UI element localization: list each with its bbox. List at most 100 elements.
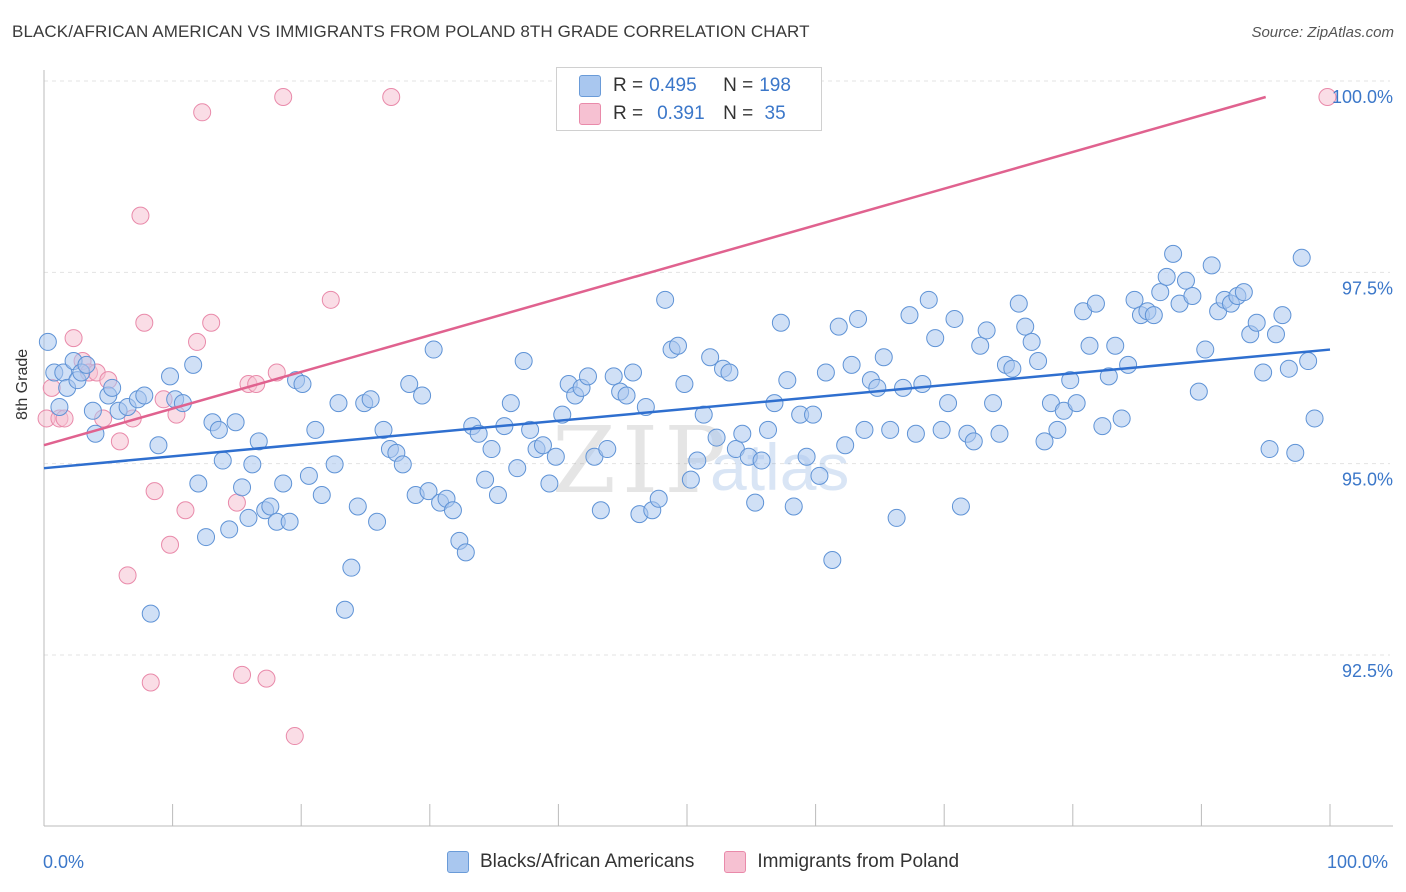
data-point-poland bbox=[274, 88, 293, 106]
data-point-poland bbox=[227, 493, 246, 512]
data-point-black bbox=[149, 436, 168, 455]
data-point-black bbox=[804, 405, 823, 424]
data-point-black bbox=[261, 497, 280, 516]
data-point-black bbox=[482, 440, 501, 459]
data-point-black bbox=[209, 420, 228, 439]
data-point-black bbox=[1234, 283, 1253, 302]
data-point-black bbox=[1286, 443, 1305, 462]
data-point-black bbox=[233, 478, 252, 497]
data-point-black bbox=[823, 551, 842, 570]
data-point-black bbox=[83, 401, 102, 420]
data-point-black bbox=[900, 306, 919, 325]
data-point-black bbox=[476, 470, 495, 489]
data-point-black bbox=[342, 558, 361, 577]
data-point-black bbox=[226, 413, 245, 432]
data-point-black bbox=[617, 386, 636, 405]
data-point-black bbox=[1196, 340, 1215, 359]
data-point-black bbox=[533, 436, 552, 455]
data-point-black bbox=[1061, 371, 1080, 390]
data-point-black bbox=[400, 375, 419, 393]
legend-row-blue: R = 0.495 N = 198 bbox=[579, 74, 791, 98]
data-point-black bbox=[374, 420, 393, 439]
trendlines bbox=[43, 95, 1331, 470]
data-point-black bbox=[514, 352, 533, 371]
data-point-black bbox=[598, 440, 617, 459]
data-point-black bbox=[306, 420, 325, 439]
data-point-black bbox=[1183, 286, 1202, 305]
data-point-black bbox=[1093, 417, 1112, 436]
legend-n-value: 198 bbox=[759, 75, 791, 96]
data-point-poland bbox=[285, 727, 304, 746]
y-tick-label: 100.0% bbox=[1332, 87, 1393, 107]
data-point-black bbox=[213, 451, 232, 470]
data-point-black bbox=[984, 394, 1003, 413]
data-point-poland bbox=[1318, 88, 1337, 106]
data-point-black bbox=[1080, 336, 1099, 355]
data-point-poland bbox=[131, 206, 150, 225]
data-point-black bbox=[881, 420, 900, 439]
data-point-black bbox=[778, 371, 797, 390]
data-point-black bbox=[521, 420, 540, 439]
data-point-black bbox=[335, 600, 354, 619]
data-point-black bbox=[1029, 352, 1048, 371]
data-point-black bbox=[829, 317, 848, 336]
legend-swatch-pink bbox=[579, 103, 601, 125]
data-point-black bbox=[1247, 313, 1266, 332]
data-point-black bbox=[361, 390, 380, 409]
data-point-black bbox=[1266, 325, 1285, 344]
data-point-black bbox=[220, 520, 239, 539]
data-point-black bbox=[103, 378, 122, 397]
trendline-poland bbox=[43, 95, 1267, 447]
watermark-atlas: atlas bbox=[710, 430, 849, 504]
data-point-black bbox=[701, 348, 720, 367]
data-point-poland bbox=[42, 378, 61, 397]
data-point-black bbox=[964, 432, 983, 451]
data-point-poland bbox=[135, 313, 154, 332]
data-point-black bbox=[977, 321, 996, 340]
data-point-black bbox=[419, 482, 438, 501]
data-point-black bbox=[797, 447, 816, 466]
data-point-black bbox=[951, 497, 970, 516]
legend-n-value: 35 bbox=[759, 103, 786, 124]
data-point-black bbox=[855, 420, 874, 439]
data-point-black bbox=[1119, 355, 1138, 374]
legend-label-black: Blacks/African Americans bbox=[479, 851, 695, 872]
data-point-black bbox=[1305, 409, 1324, 428]
data-point-poland bbox=[176, 501, 195, 520]
data-point-black bbox=[1254, 363, 1273, 382]
x-tick-max: 100.0% bbox=[1327, 852, 1389, 872]
data-point-black bbox=[50, 397, 69, 416]
data-point-black bbox=[990, 424, 1009, 443]
data-point-black bbox=[1035, 432, 1054, 451]
data-point-black bbox=[38, 332, 57, 351]
data-point-black bbox=[849, 309, 868, 328]
axes bbox=[43, 70, 1393, 827]
data-point-black bbox=[161, 367, 180, 386]
data-point-black bbox=[681, 470, 700, 489]
y-tick-label: 97.5% bbox=[1342, 278, 1393, 298]
data-point-black bbox=[189, 474, 208, 493]
data-point-black bbox=[1151, 283, 1170, 302]
data-point-black bbox=[919, 290, 938, 309]
data-point-black bbox=[243, 455, 262, 474]
legend-swatch-blue bbox=[446, 851, 469, 873]
data-point-poland bbox=[64, 329, 83, 348]
data-point-poland bbox=[193, 103, 212, 122]
data-point-black bbox=[932, 420, 951, 439]
series-poland-points bbox=[37, 88, 1337, 746]
data-point-black bbox=[842, 355, 861, 374]
data-point-black bbox=[771, 313, 790, 332]
data-point-black bbox=[1112, 409, 1131, 428]
data-point-black bbox=[546, 447, 565, 466]
data-point-black bbox=[1003, 359, 1022, 378]
data-point-black bbox=[765, 394, 784, 413]
data-point-black bbox=[488, 485, 507, 504]
data-point-poland bbox=[145, 482, 164, 501]
data-point-black bbox=[578, 367, 597, 386]
data-point-black bbox=[887, 508, 906, 527]
data-point-black bbox=[1009, 294, 1028, 313]
data-point-black bbox=[1176, 271, 1195, 290]
data-point-black bbox=[675, 375, 694, 393]
y-tick-label: 92.5% bbox=[1342, 661, 1393, 681]
source-label: Source: ZipAtlas.com bbox=[1251, 24, 1394, 41]
